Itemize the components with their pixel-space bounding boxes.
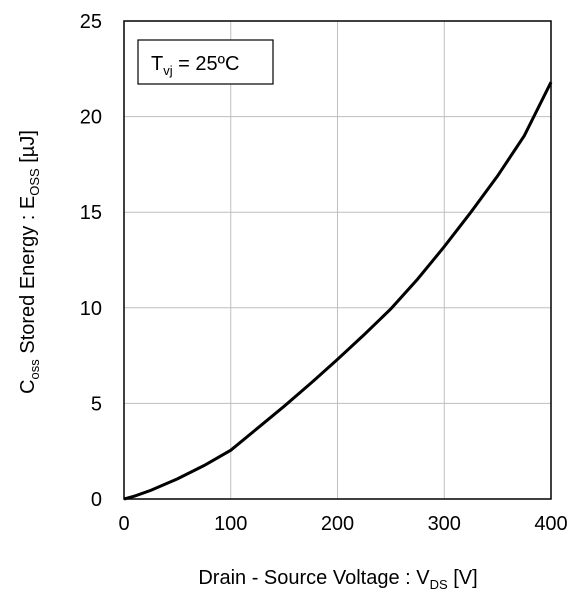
y-tick-label: 20 xyxy=(80,107,102,129)
y-tick-label: 15 xyxy=(80,202,102,224)
series-line xyxy=(123,81,553,501)
x-tick-label: 0 xyxy=(118,513,129,535)
plot-frame xyxy=(123,20,552,500)
x-tick-labels: 0 100 200 300 400 xyxy=(118,513,567,535)
x-tick-label: 400 xyxy=(534,513,567,535)
temperature-annotation: Tvj = 25ºC xyxy=(151,53,239,78)
x-tick-label: 100 xyxy=(214,513,247,535)
legend-box: Tvj = 25ºC xyxy=(137,39,274,85)
y-tick-label: 0 xyxy=(91,489,102,511)
y-tick-labels: 0 5 10 15 20 25 xyxy=(80,11,102,511)
x-tick-label: 200 xyxy=(321,513,354,535)
y-tick-label: 25 xyxy=(80,11,102,33)
y-tick-label: 10 xyxy=(80,298,102,320)
x-axis-title: Drain - Source Voltage : VDS [V] xyxy=(198,567,477,592)
x-tick-label: 300 xyxy=(428,513,461,535)
y-tick-label: 5 xyxy=(91,393,102,415)
y-axis-title: Coss Stored Energy : EOSS [µJ] xyxy=(17,130,42,394)
grid-lines xyxy=(124,21,551,499)
